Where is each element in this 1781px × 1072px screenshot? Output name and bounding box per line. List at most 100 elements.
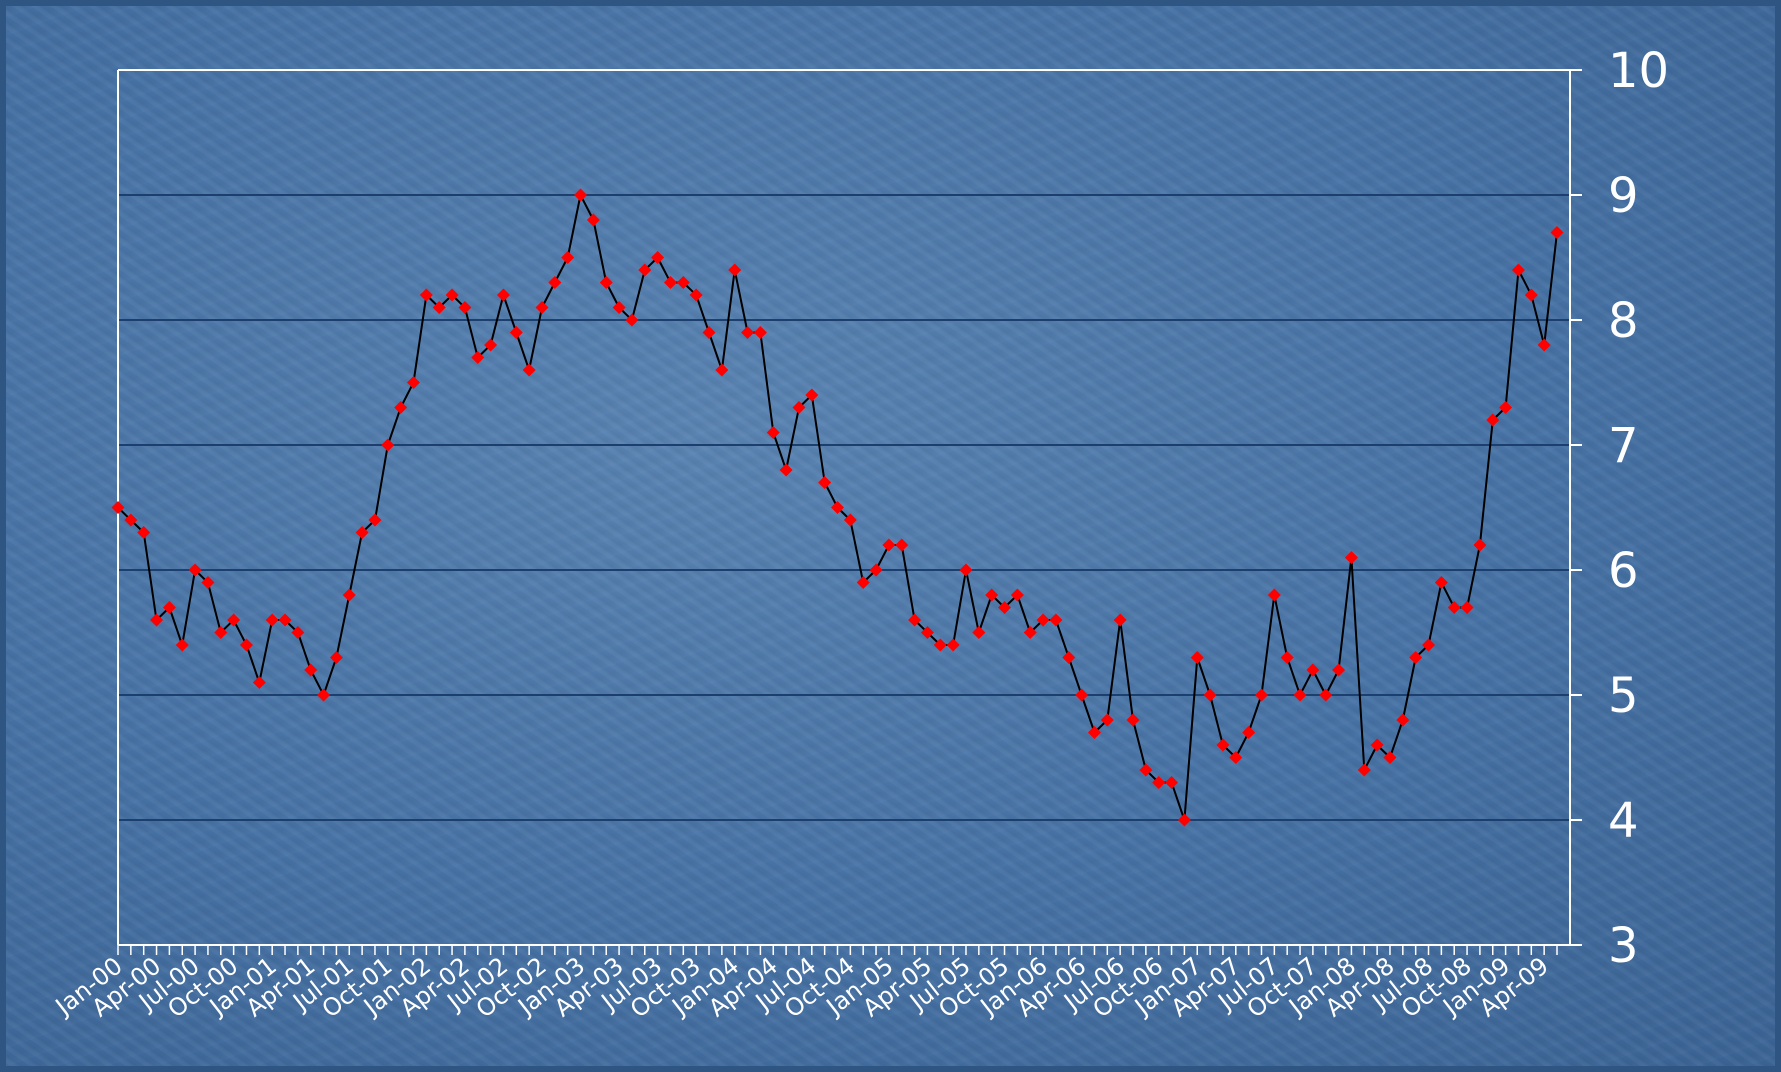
data-point bbox=[317, 688, 331, 702]
data-point bbox=[1113, 613, 1127, 627]
data-point bbox=[1165, 776, 1179, 789]
data-point bbox=[484, 338, 498, 352]
data-point bbox=[1087, 726, 1101, 739]
data-point bbox=[1473, 538, 1487, 552]
data-point bbox=[1036, 613, 1050, 627]
data-point bbox=[1062, 651, 1076, 664]
data-point bbox=[676, 276, 690, 289]
data-point bbox=[1267, 588, 1281, 602]
data-point bbox=[1447, 601, 1461, 614]
data-point bbox=[407, 376, 421, 389]
data-point bbox=[663, 276, 677, 289]
data-point bbox=[1293, 688, 1307, 702]
data-point bbox=[368, 513, 382, 527]
data-point bbox=[1499, 401, 1513, 414]
data-point bbox=[728, 263, 742, 277]
data-point bbox=[548, 276, 562, 289]
data-point bbox=[227, 613, 241, 627]
data-point bbox=[522, 363, 536, 377]
y-tick-label-6: 6 bbox=[1608, 543, 1639, 599]
data-point bbox=[471, 351, 485, 364]
y-tick-label-7: 7 bbox=[1608, 418, 1639, 474]
data-point bbox=[612, 301, 626, 314]
y-tick-label-3: 3 bbox=[1608, 918, 1639, 974]
data-point bbox=[869, 563, 883, 577]
data-point bbox=[792, 401, 806, 414]
data-point bbox=[651, 251, 665, 264]
data-point bbox=[741, 326, 755, 339]
data-point bbox=[1229, 751, 1243, 764]
data-point bbox=[831, 501, 844, 514]
data-point bbox=[252, 676, 266, 689]
data-point bbox=[150, 613, 164, 627]
data-point bbox=[1422, 638, 1436, 652]
data-point bbox=[1524, 288, 1538, 302]
data-point bbox=[162, 601, 176, 614]
data-point bbox=[1254, 688, 1268, 702]
data-point bbox=[1357, 763, 1371, 777]
data-point bbox=[1306, 663, 1320, 677]
data-point bbox=[214, 626, 228, 639]
data-point bbox=[702, 326, 716, 339]
data-point bbox=[355, 526, 369, 539]
data-point bbox=[561, 251, 575, 264]
data-point bbox=[1126, 713, 1140, 727]
data-point bbox=[432, 301, 446, 314]
data-point bbox=[1075, 688, 1089, 702]
data-point bbox=[394, 401, 408, 414]
data-point bbox=[381, 438, 395, 452]
data-point bbox=[278, 613, 292, 627]
data-point bbox=[535, 301, 549, 314]
y-tick-label-8: 8 bbox=[1608, 293, 1639, 349]
data-point bbox=[1023, 626, 1037, 639]
data-point bbox=[638, 263, 652, 277]
data-point bbox=[779, 463, 793, 477]
data-point bbox=[1049, 613, 1063, 627]
y-tick-label-4: 4 bbox=[1608, 793, 1639, 849]
data-point bbox=[998, 601, 1012, 614]
data-point bbox=[843, 513, 857, 527]
y-tick-label-10: 10 bbox=[1608, 43, 1669, 99]
data-point bbox=[137, 526, 151, 539]
data-point bbox=[818, 476, 832, 489]
data-point bbox=[972, 626, 986, 639]
data-point bbox=[445, 288, 459, 302]
data-point bbox=[1280, 651, 1294, 664]
data-point bbox=[1383, 751, 1397, 764]
data-point bbox=[1434, 576, 1448, 589]
data-point bbox=[111, 501, 125, 514]
data-point bbox=[1332, 663, 1346, 677]
data-point bbox=[1152, 776, 1166, 789]
data-point bbox=[882, 538, 896, 552]
data-point bbox=[1139, 763, 1153, 777]
data-point bbox=[908, 613, 922, 627]
data-point bbox=[715, 363, 729, 377]
data-point bbox=[856, 576, 870, 589]
data-point bbox=[175, 638, 189, 652]
y-tick-label-5: 5 bbox=[1608, 668, 1639, 724]
data-point bbox=[959, 563, 973, 577]
data-point bbox=[1010, 588, 1024, 602]
data-point bbox=[766, 426, 780, 439]
data-point bbox=[1344, 551, 1358, 564]
data-point bbox=[1370, 738, 1384, 752]
data-point bbox=[599, 276, 613, 289]
data-point bbox=[291, 626, 305, 639]
data-point bbox=[946, 638, 960, 652]
data-point bbox=[689, 288, 703, 302]
data-point bbox=[458, 301, 472, 314]
data-point bbox=[985, 588, 999, 602]
data-point bbox=[1537, 338, 1551, 352]
data-point bbox=[1242, 726, 1256, 739]
data-point bbox=[265, 613, 279, 627]
data-point bbox=[329, 651, 343, 664]
data-point bbox=[1190, 651, 1204, 664]
data-point bbox=[419, 288, 433, 302]
data-point bbox=[342, 588, 356, 602]
data-point bbox=[304, 663, 318, 677]
data-point bbox=[1216, 738, 1230, 752]
x-tick-labels: Jan-00Apr-00Jul-00Oct-00Jan-01Apr-01Jul-… bbox=[49, 952, 1554, 1024]
data-point bbox=[496, 288, 510, 302]
